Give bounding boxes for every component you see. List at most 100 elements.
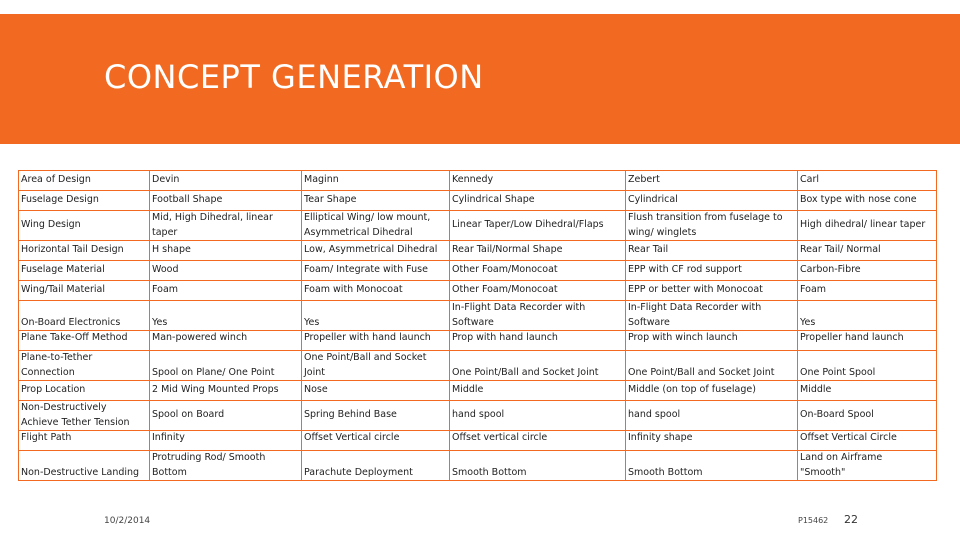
cell-text: Low, Asymmetrical Dihedral — [304, 244, 438, 256]
table-cell: Non-Destructively Achieve Tether Tension — [18, 400, 150, 431]
table-cell: On-Board Spool — [797, 400, 937, 431]
table-cell: Wing Design — [18, 210, 150, 241]
table-cell: Horizontal Tail Design — [18, 240, 150, 261]
table-cell: Linear Taper/Low Dihedral/Flaps — [449, 210, 626, 241]
cell-text: Yes — [152, 316, 168, 328]
cell-text: Elliptical Wing/ low mount, — [304, 212, 431, 223]
cell-text: Propeller with hand launch — [304, 332, 431, 343]
cell-text: Fuselage Material — [21, 264, 105, 276]
cell-text: Yes — [304, 316, 320, 328]
table-cell: Flush transition from fuselage to wing/ w… — [625, 210, 798, 241]
cell-text: Maginn — [304, 174, 339, 186]
table-row: Area of Design Devin Maginn Kennedy Zebert Ca… — [18, 170, 937, 191]
cell-text: "Smooth" — [800, 466, 846, 478]
table-cell: Fuselage Material — [18, 260, 150, 281]
table-cell: Infinity — [149, 430, 302, 451]
table-header-cell: Devin — [149, 170, 302, 191]
table-cell: Plane-to-Tether Connection — [18, 350, 150, 381]
cell-text: Foam — [800, 284, 827, 296]
table-cell: Smooth Bottom — [625, 450, 798, 481]
cell-text: One Point/Ball and Socket Joint — [628, 366, 775, 378]
cell-text: Land on Airframe — [800, 452, 883, 463]
table-cell: High dihedral/ linear taper — [797, 210, 937, 241]
table-cell: Carbon-Fibre — [797, 260, 937, 281]
cell-text: Joint — [304, 366, 325, 378]
cell-text: hand spool — [452, 409, 505, 421]
table-cell: Other Foam/Monocoat — [449, 260, 626, 281]
table-row: Wing/Tail Material Foam Foam with Monocoat… — [18, 280, 937, 301]
cell-text: Other Foam/Monocoat — [452, 264, 558, 276]
table-cell: Cylindrical Shape — [449, 190, 626, 211]
cell-text: Middle — [452, 384, 484, 396]
cell-text: Mid, High Dihedral, linear — [152, 212, 273, 223]
concept-table: Area of Design Devin Maginn Kennedy Zebert Ca… — [18, 170, 937, 481]
table-row: Non-Destructively Achieve Tether Tension S… — [18, 400, 937, 431]
table-cell: Propeller with hand launch — [301, 330, 450, 351]
cell-text: Foam with Monocoat — [304, 284, 403, 296]
table-cell: Rear Tail/ Normal — [797, 240, 937, 261]
cell-text: Wing/Tail Material — [21, 284, 106, 296]
cell-text: taper — [152, 226, 178, 238]
table-cell: Plane Take-Off Method — [18, 330, 150, 351]
cell-text: Software — [628, 316, 670, 328]
cell-text: Flight Path — [21, 432, 72, 443]
cell-text: Bottom — [152, 466, 187, 478]
table-cell: Flight Path — [18, 430, 150, 451]
table-cell: In-Flight Data Recorder with Software — [625, 300, 798, 331]
table-cell: EPP with CF rod support — [625, 260, 798, 281]
table-cell: Nose — [301, 380, 450, 401]
cell-text: Wood — [152, 264, 179, 276]
title-banner — [0, 14, 960, 144]
cell-text: On-Board Electronics — [21, 316, 121, 328]
table-cell: One Point/Ball and Socket Joint — [449, 350, 626, 381]
cell-text: High dihedral/ linear taper — [800, 219, 926, 231]
table-header-cell: Area of Design — [18, 170, 150, 191]
table-cell: Yes — [301, 300, 450, 331]
cell-text: On-Board Spool — [800, 409, 874, 421]
table-cell: EPP or better with Monocoat — [625, 280, 798, 301]
table-cell: hand spool — [625, 400, 798, 431]
table-cell: Rear Tail/Normal Shape — [449, 240, 626, 261]
table-cell: Foam — [149, 280, 302, 301]
cell-text: EPP with CF rod support — [628, 264, 742, 276]
cell-text: Kennedy — [452, 174, 494, 186]
cell-text: Non-Destructively — [21, 402, 107, 413]
cell-text: Protruding Rod/ Smooth — [152, 452, 266, 463]
cell-text: 2 Mid Wing Mounted Props — [152, 384, 279, 396]
cell-text: Rear Tail/ Normal — [800, 244, 881, 256]
slide-title: CONCEPT GENERATION — [104, 58, 484, 96]
cell-text: Offset Vertical circle — [304, 432, 400, 443]
cell-text: Offset Vertical Circle — [800, 432, 897, 443]
cell-text: H shape — [152, 244, 191, 256]
table-cell: Middle — [449, 380, 626, 401]
cell-text: Offset vertical circle — [452, 432, 548, 443]
cell-text: Asymmetrical Dihedral — [304, 226, 413, 238]
table-cell: Prop Location — [18, 380, 150, 401]
table-cell: One Point Spool — [797, 350, 937, 381]
table-cell: Box type with nose cone — [797, 190, 937, 211]
cell-text: Carl — [800, 174, 819, 186]
cell-text: Prop with winch launch — [628, 332, 738, 343]
table-header-cell: Carl — [797, 170, 937, 191]
cell-text: Football Shape — [152, 194, 223, 206]
cell-text: One Point/Ball and Socket — [304, 352, 427, 363]
table-cell: Offset vertical circle — [449, 430, 626, 451]
cell-text: Horizontal Tail Design — [21, 244, 124, 256]
table-cell: Low, Asymmetrical Dihedral — [301, 240, 450, 261]
cell-text: Prop Location — [21, 384, 86, 396]
table-row: Fuselage Design Football Shape Tear Shape C… — [18, 190, 937, 211]
table-cell: Other Foam/Monocoat — [449, 280, 626, 301]
cell-text: One Point Spool — [800, 366, 876, 378]
cell-text: Cylindrical Shape — [452, 194, 535, 206]
table-cell: Prop with winch launch — [625, 330, 798, 351]
cell-text: Zebert — [628, 174, 660, 186]
cell-text: Infinity — [152, 432, 185, 443]
cell-text: Smooth Bottom — [628, 466, 703, 478]
table-cell: Spring Behind Base — [301, 400, 450, 431]
table-row: Plane Take-Off Method Man-powered winch Pr… — [18, 330, 937, 351]
table-cell: Smooth Bottom — [449, 450, 626, 481]
cell-text: EPP or better with Monocoat — [628, 284, 763, 296]
table-cell: hand spool — [449, 400, 626, 431]
table-cell: Cylindrical — [625, 190, 798, 211]
table-cell: Land on Airframe "Smooth" — [797, 450, 937, 481]
